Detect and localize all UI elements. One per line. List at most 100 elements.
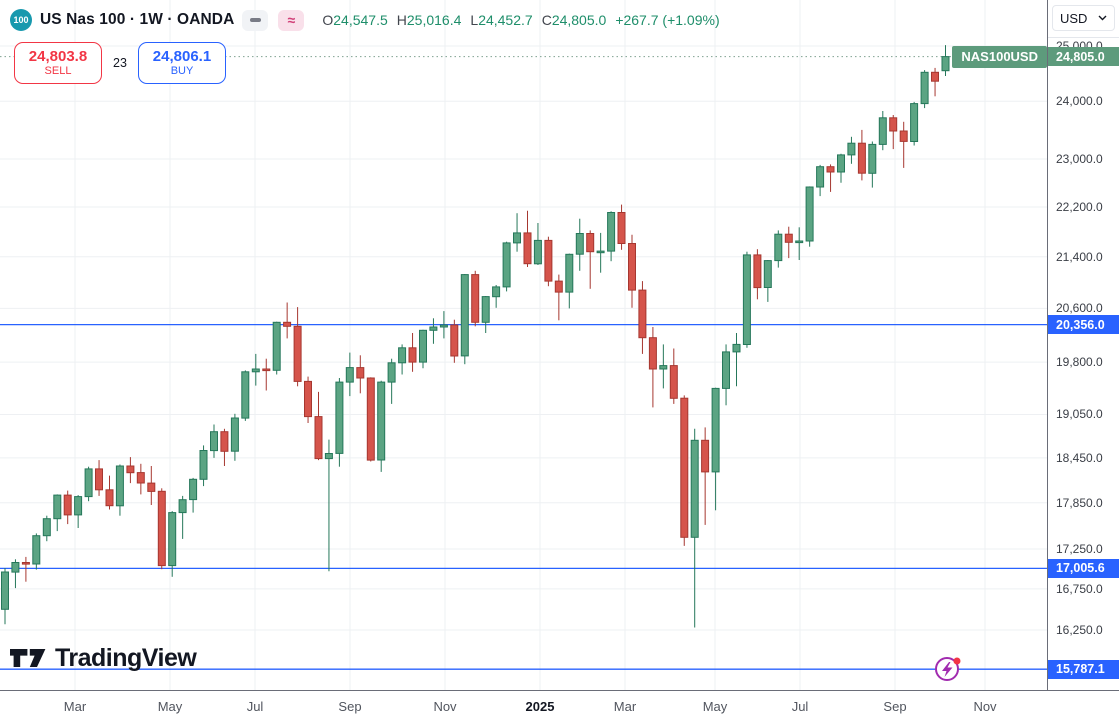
price-badge-203560[interactable]: 20,356.0 bbox=[1048, 315, 1119, 335]
price-axis[interactable]: USD 25,000.0 24,000.0 23,000.0 22,200.0 21,4… bbox=[1047, 0, 1119, 690]
candle bbox=[910, 103, 919, 142]
candle bbox=[471, 274, 480, 323]
time-axis-label: Sep bbox=[883, 699, 907, 714]
candle bbox=[304, 380, 312, 418]
candle bbox=[889, 117, 898, 132]
candle bbox=[366, 377, 375, 461]
price-tick-label: 17,850.0 bbox=[1056, 495, 1103, 510]
candle bbox=[251, 368, 260, 373]
time-axis-label: 2025 bbox=[525, 699, 555, 714]
candle bbox=[21, 562, 30, 565]
candle bbox=[147, 482, 156, 492]
close-value: 24,805.0 bbox=[551, 12, 607, 28]
candle bbox=[95, 468, 103, 491]
time-axis-label: Jul bbox=[246, 699, 264, 714]
change-value: +267.7 (+1.09%) bbox=[615, 12, 720, 28]
candle bbox=[931, 71, 939, 82]
candle bbox=[899, 130, 908, 142]
price-tick-label: 18,450.0 bbox=[1056, 450, 1103, 465]
candle bbox=[586, 233, 595, 253]
sell-button[interactable]: 24,803.8 SELL bbox=[14, 42, 102, 84]
candle bbox=[460, 274, 469, 357]
candle bbox=[941, 56, 950, 72]
time-axis-label: Sep bbox=[338, 699, 362, 714]
candle bbox=[230, 417, 239, 452]
candle bbox=[272, 321, 281, 371]
candle bbox=[293, 325, 302, 382]
ohlc-legend: O24,547.5 H25,016.4 L24,452.7 C24,805.0 … bbox=[322, 12, 719, 28]
time-axis-label: Nov bbox=[973, 699, 997, 714]
candle bbox=[638, 289, 647, 339]
price-badge-157871[interactable]: 15,787.1 bbox=[1048, 659, 1119, 679]
candle bbox=[53, 494, 62, 520]
candle bbox=[659, 365, 668, 370]
buy-button[interactable]: 24,806.1 BUY bbox=[138, 42, 226, 84]
dash-icon[interactable] bbox=[242, 9, 269, 31]
price-tick-label: 20,600.0 bbox=[1056, 301, 1103, 316]
spread-value: 23 bbox=[102, 55, 138, 71]
candle bbox=[126, 465, 135, 474]
candle bbox=[680, 397, 689, 538]
time-axis-label: Mar bbox=[613, 699, 637, 714]
candle bbox=[387, 362, 396, 383]
price-badge-248050[interactable]: 24,805.0 bbox=[1048, 47, 1119, 67]
candle bbox=[607, 212, 616, 252]
open-value: 24,547.5 bbox=[333, 12, 388, 28]
candle bbox=[565, 253, 574, 293]
candle bbox=[178, 499, 187, 514]
candle bbox=[732, 343, 741, 353]
candle bbox=[136, 472, 145, 484]
symbol-title[interactable]: US Nas 100 · 1W · OANDA bbox=[40, 11, 235, 28]
candle bbox=[429, 326, 438, 331]
candle bbox=[335, 381, 344, 454]
buy-price: 24,806.1 bbox=[152, 48, 212, 66]
candle bbox=[32, 535, 41, 565]
candle bbox=[199, 450, 208, 480]
candle bbox=[513, 232, 521, 244]
candle bbox=[596, 250, 605, 254]
candle bbox=[628, 243, 636, 291]
candle bbox=[575, 233, 584, 255]
candle bbox=[492, 286, 501, 298]
last-price-symbol-label[interactable]: NAS100USD bbox=[952, 45, 1047, 68]
candle bbox=[920, 71, 929, 105]
symbol-logo-icon: 100 bbox=[10, 9, 32, 31]
high-value: 25,016.4 bbox=[406, 12, 462, 28]
low-label: L bbox=[470, 12, 479, 28]
candle bbox=[722, 351, 730, 389]
time-axis-label: May bbox=[157, 699, 183, 714]
candle bbox=[210, 431, 218, 452]
candle bbox=[857, 142, 866, 174]
price-tick-label: 23,000.0 bbox=[1056, 152, 1103, 167]
close-label: C bbox=[541, 12, 552, 28]
time-axis[interactable]: Mar May Jul Sep Nov 2025 Mar May Jul Sep Nov bbox=[0, 690, 1119, 722]
candle bbox=[837, 154, 845, 173]
candle bbox=[847, 142, 856, 156]
trade-panel: 24,803.8 SELL 23 24,806.1 BUY bbox=[14, 42, 226, 84]
price-tick-label: 19,800.0 bbox=[1056, 355, 1103, 370]
candle bbox=[42, 518, 51, 537]
candle bbox=[795, 240, 804, 244]
tradingview-watermark: TradingView bbox=[10, 643, 197, 673]
price-tick-label: 16,250.0 bbox=[1056, 623, 1103, 637]
chevron-down-icon bbox=[1098, 15, 1107, 21]
candle bbox=[774, 233, 783, 262]
candle bbox=[753, 254, 762, 289]
candle bbox=[878, 117, 887, 145]
candle bbox=[84, 468, 93, 498]
approx-icon[interactable]: ≈ bbox=[278, 9, 305, 31]
chart-canvas[interactable] bbox=[0, 0, 1047, 690]
candle bbox=[617, 212, 626, 244]
price-badge-170056[interactable]: 17,005.6 bbox=[1048, 558, 1119, 578]
candle bbox=[669, 365, 678, 399]
time-axis-label: May bbox=[702, 699, 728, 714]
alert-lightning-icon[interactable] bbox=[933, 654, 963, 684]
tradingview-watermark-text: TradingView bbox=[55, 643, 197, 672]
candle bbox=[189, 478, 198, 501]
candle bbox=[554, 280, 563, 293]
candle bbox=[816, 166, 825, 188]
candle bbox=[262, 368, 271, 372]
candle bbox=[324, 453, 333, 460]
currency-dropdown[interactable]: USD bbox=[1052, 5, 1115, 31]
